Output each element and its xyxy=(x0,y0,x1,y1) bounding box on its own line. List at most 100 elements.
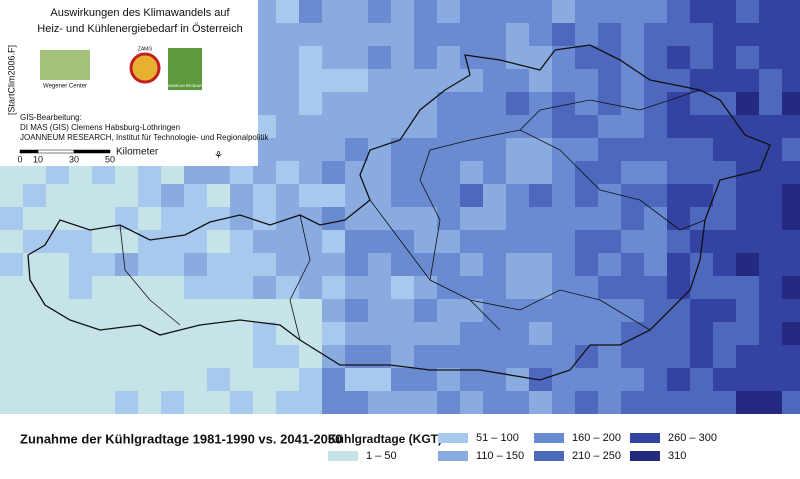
map-cell xyxy=(782,253,800,276)
scale-label: 50 xyxy=(105,154,115,164)
map-cell xyxy=(529,69,552,92)
map-cell xyxy=(276,161,299,184)
map-cell xyxy=(437,345,460,368)
map-cell xyxy=(483,138,506,161)
map-cell xyxy=(253,46,276,69)
map-cell xyxy=(184,253,207,276)
map-cell xyxy=(138,230,161,253)
map-cell xyxy=(782,46,800,69)
map-cell xyxy=(598,69,621,92)
map-cell xyxy=(368,368,391,391)
map-cell xyxy=(92,391,115,414)
map-cell xyxy=(322,115,345,138)
map-cell xyxy=(46,184,69,207)
map-cell xyxy=(345,322,368,345)
map-cell xyxy=(414,322,437,345)
legend-label: 160 – 200 xyxy=(572,432,621,444)
map-cell xyxy=(575,368,598,391)
map-cell xyxy=(575,345,598,368)
map-cell xyxy=(23,230,46,253)
map-cell xyxy=(483,161,506,184)
map-cell xyxy=(414,23,437,46)
map-cell xyxy=(759,115,782,138)
map-cell xyxy=(92,207,115,230)
map-cell xyxy=(598,0,621,23)
map-cell xyxy=(621,69,644,92)
map-cell xyxy=(782,299,800,322)
map-cell xyxy=(506,299,529,322)
map-cell xyxy=(782,230,800,253)
map-cell xyxy=(0,253,23,276)
map-cell xyxy=(621,92,644,115)
map-cell xyxy=(690,299,713,322)
map-cell xyxy=(644,345,667,368)
map-cell xyxy=(299,92,322,115)
map-cell xyxy=(621,322,644,345)
map-cell xyxy=(529,138,552,161)
map-cell xyxy=(667,92,690,115)
map-cell xyxy=(529,23,552,46)
map-cell xyxy=(621,115,644,138)
map-cell xyxy=(437,368,460,391)
map-cell xyxy=(276,322,299,345)
map-cell xyxy=(207,184,230,207)
map-cell xyxy=(138,391,161,414)
scale-segment xyxy=(19,149,39,154)
map-cell xyxy=(276,299,299,322)
legend-title: Zunahme der Kühlgradtage 1981-1990 vs. 2… xyxy=(20,431,342,446)
map-cell xyxy=(667,69,690,92)
map-cell xyxy=(598,115,621,138)
map-cell xyxy=(460,322,483,345)
map-cell xyxy=(253,253,276,276)
map-cell xyxy=(230,184,253,207)
map-cell xyxy=(253,230,276,253)
map-cell xyxy=(437,115,460,138)
map-cell xyxy=(276,69,299,92)
map-cell xyxy=(391,92,414,115)
map-cell xyxy=(230,161,253,184)
map-cell xyxy=(690,92,713,115)
map-cell xyxy=(92,322,115,345)
map-cell xyxy=(322,92,345,115)
map-cell xyxy=(552,276,575,299)
map-cell xyxy=(115,391,138,414)
map-cell xyxy=(460,368,483,391)
map-cell xyxy=(184,368,207,391)
map-cell xyxy=(0,161,23,184)
map-cell xyxy=(299,69,322,92)
map-cell xyxy=(552,0,575,23)
map-cell xyxy=(69,230,92,253)
map-cell xyxy=(782,92,800,115)
map-cell xyxy=(759,368,782,391)
map-cell xyxy=(92,230,115,253)
map-cell xyxy=(460,23,483,46)
map-cell xyxy=(23,391,46,414)
map-cell xyxy=(138,322,161,345)
map-cell xyxy=(690,69,713,92)
map-cell xyxy=(299,253,322,276)
map-cell xyxy=(322,322,345,345)
map-cell xyxy=(506,69,529,92)
map-cell xyxy=(690,184,713,207)
map-cell xyxy=(437,161,460,184)
map-cell xyxy=(552,138,575,161)
map-cell xyxy=(276,368,299,391)
map-cell xyxy=(138,299,161,322)
map-cell xyxy=(483,207,506,230)
map-cell xyxy=(621,184,644,207)
map-cell xyxy=(345,23,368,46)
map-cell xyxy=(299,230,322,253)
legend-label: 210 – 250 xyxy=(572,450,621,462)
map-cell xyxy=(138,253,161,276)
map-cell xyxy=(690,322,713,345)
map-cell xyxy=(736,276,759,299)
map-cell xyxy=(391,115,414,138)
map-cell xyxy=(161,345,184,368)
map-cell xyxy=(322,138,345,161)
map-cell xyxy=(161,184,184,207)
map-cell xyxy=(184,322,207,345)
map-cell xyxy=(437,138,460,161)
map-cell xyxy=(667,345,690,368)
logo-zamg xyxy=(129,52,161,84)
map-cell xyxy=(0,230,23,253)
